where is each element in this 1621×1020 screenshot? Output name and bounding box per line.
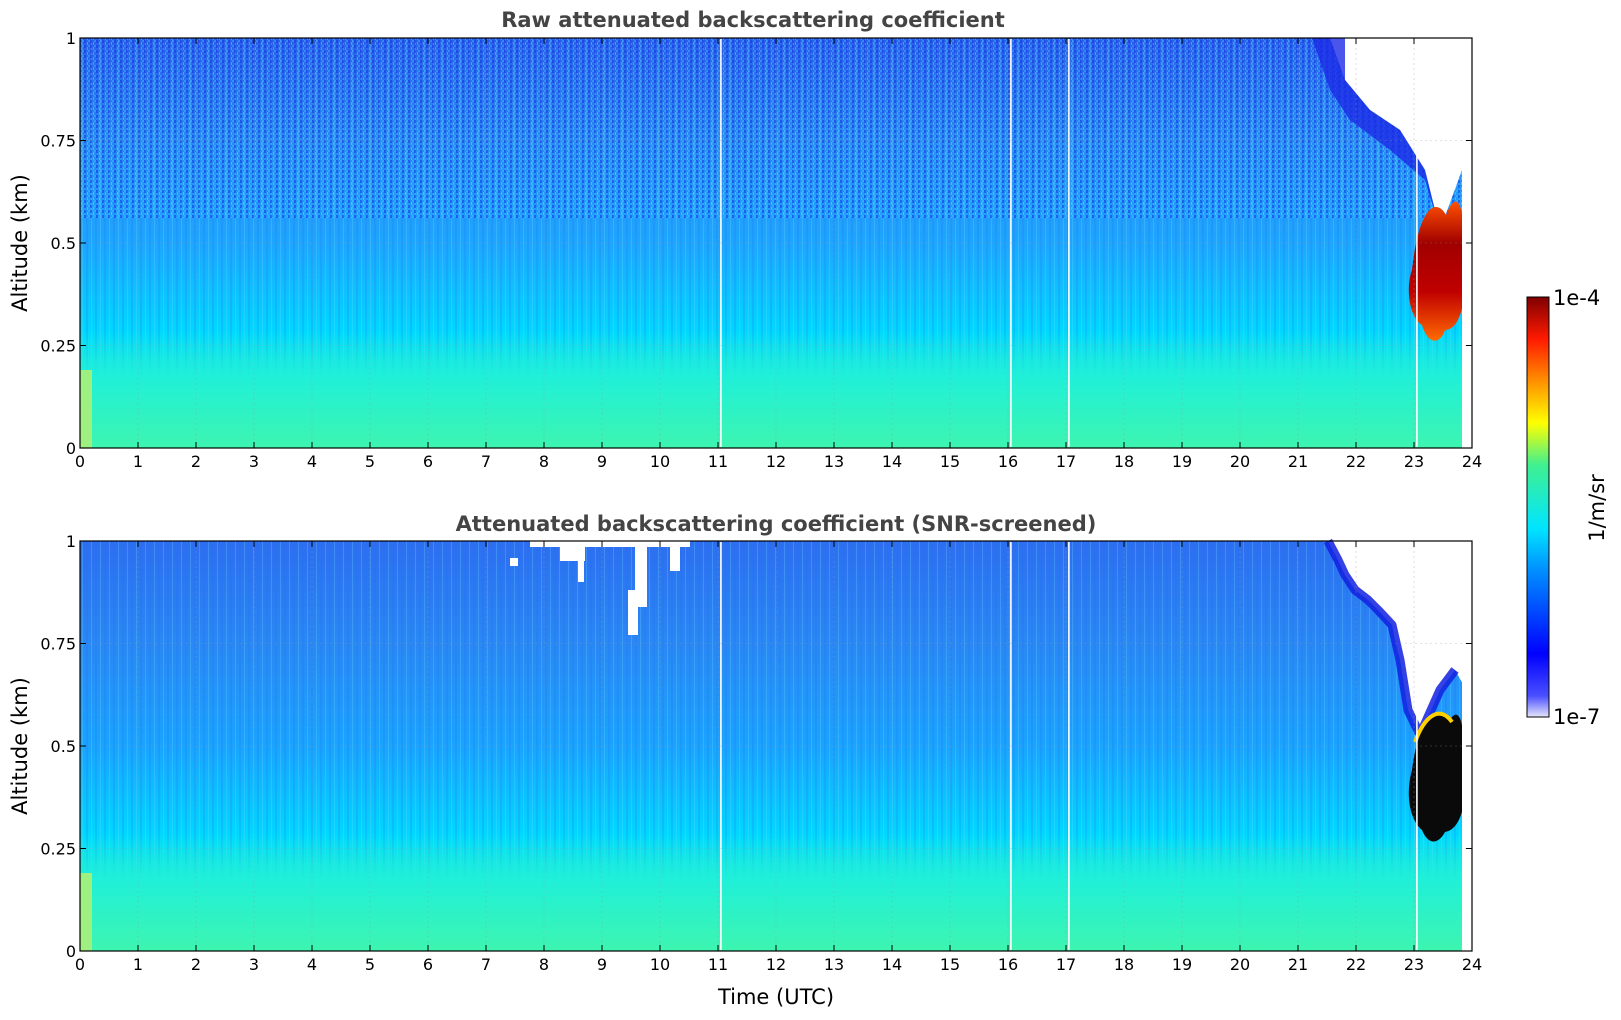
- heatmap-raw-surface-edge: [80, 370, 92, 448]
- x-tick-label-screened-18: 18: [1114, 955, 1134, 974]
- x-tick-label-raw-10: 10: [650, 452, 670, 471]
- x-tick-label-raw-22: 22: [1346, 452, 1366, 471]
- x-tick-label-screened-20: 20: [1230, 955, 1250, 974]
- x-tick-label-raw-16: 16: [998, 452, 1018, 471]
- x-tick-label-raw-19: 19: [1172, 452, 1192, 471]
- x-tick-label-screened-15: 15: [940, 955, 960, 974]
- x-tick-label-raw-3: 3: [249, 452, 259, 471]
- x-tick-label-raw-8: 8: [539, 452, 549, 471]
- x-tick-label-raw-13: 13: [824, 452, 844, 471]
- colorbar-max-label: 1e-4: [1553, 286, 1600, 310]
- x-tick-label-screened-22: 22: [1346, 955, 1366, 974]
- x-tick-label-raw-17: 17: [1056, 452, 1076, 471]
- x-tick-label-screened-0: 0: [75, 955, 85, 974]
- gridlines-raw: [80, 38, 1472, 448]
- y-tick-label-screened-0: 0: [66, 942, 76, 961]
- heatmap-screened-surface-edge: [80, 873, 92, 951]
- x-tick-label-raw-6: 6: [423, 452, 433, 471]
- heatmap-raw-noise-edge: [1312, 38, 1440, 230]
- x-tick-label-raw-15: 15: [940, 452, 960, 471]
- x-tick-label-raw-1: 1: [133, 452, 143, 471]
- y-axis-label-raw: Altitude (km): [8, 174, 32, 312]
- x-tick-label-raw-0: 0: [75, 452, 85, 471]
- x-tick-label-screened-4: 4: [307, 955, 317, 974]
- x-tick-label-raw-7: 7: [481, 452, 491, 471]
- x-tick-label-raw-18: 18: [1114, 452, 1134, 471]
- panel-screened-title: Attenuated backscattering coefficient (S…: [456, 512, 1097, 536]
- x-tick-label-screened-14: 14: [882, 955, 902, 974]
- x-tick-label-raw-5: 5: [365, 452, 375, 471]
- y-tick-label-screened-3: 0.75: [40, 635, 76, 654]
- x-tick-label-screened-8: 8: [539, 955, 549, 974]
- heatmap-raw-no-signal: [1330, 38, 1462, 230]
- y-tick-label-screened-2: 0.5: [51, 737, 76, 756]
- panel-raw: Raw attenuated backscattering coefficien…: [8, 8, 1482, 471]
- x-tick-label-raw-24: 24: [1462, 452, 1482, 471]
- y-tick-label-raw-1: 0.25: [40, 337, 76, 356]
- y-tick-label-screened-4: 1: [66, 532, 76, 551]
- x-tick-label-screened-21: 21: [1288, 955, 1308, 974]
- x-axis-label: Time (UTC): [717, 985, 834, 1009]
- y-tick-label-raw-4: 1: [66, 29, 76, 48]
- y-tick-label-raw-3: 0.75: [40, 132, 76, 151]
- gridlines-screened: [80, 541, 1472, 951]
- x-tick-label-screened-24: 24: [1462, 955, 1482, 974]
- x-tick-label-screened-16: 16: [998, 955, 1018, 974]
- x-ticks-raw: 0 1 2 3 4 5 6 7 8 9 10 11 12 13 14 15 16 17 18 19 20 21 22 23 24: [75, 38, 1482, 471]
- x-tick-label-screened-12: 12: [766, 955, 786, 974]
- x-tick-label-screened-5: 5: [365, 955, 375, 974]
- x-tick-label-raw-11: 11: [708, 452, 728, 471]
- panel-raw-title: Raw attenuated backscattering coefficien…: [501, 8, 1005, 32]
- x-tick-label-screened-19: 19: [1172, 955, 1192, 974]
- x-tick-label-raw-2: 2: [191, 452, 201, 471]
- x-tick-label-screened-23: 23: [1404, 955, 1424, 974]
- colorbar-min-label: 1e-7: [1553, 705, 1600, 729]
- x-tick-label-screened-9: 9: [597, 955, 607, 974]
- x-tick-label-screened-1: 1: [133, 955, 143, 974]
- heatmap-screened-screened-out-mid: [510, 541, 690, 635]
- y-ticks-raw: 0 0.25 0.5 0.75 1: [40, 29, 1472, 458]
- colorbar-gradient: [1526, 296, 1550, 718]
- colorbar-unit-label: 1/m/sr: [1585, 474, 1609, 542]
- x-tick-label-screened-2: 2: [191, 955, 201, 974]
- y-tick-label-raw-0: 0: [66, 439, 76, 458]
- x-tick-label-raw-20: 20: [1230, 452, 1250, 471]
- x-tick-label-screened-3: 3: [249, 955, 259, 974]
- x-tick-label-raw-4: 4: [307, 452, 317, 471]
- x-tick-label-screened-7: 7: [481, 955, 491, 974]
- y-tick-label-screened-1: 0.25: [40, 840, 76, 859]
- panel-screened: Attenuated backscattering coefficient (S…: [8, 512, 1482, 1009]
- x-tick-label-raw-12: 12: [766, 452, 786, 471]
- heatmap-screened-screened-out-right: [1328, 541, 1472, 735]
- x-tick-label-screened-11: 11: [708, 955, 728, 974]
- colorbar: 1e-4 1e-7 1/m/sr: [1526, 286, 1609, 729]
- x-tick-label-raw-23: 23: [1404, 452, 1424, 471]
- x-tick-label-screened-13: 13: [824, 955, 844, 974]
- x-tick-label-raw-21: 21: [1288, 452, 1308, 471]
- x-tick-label-raw-14: 14: [882, 452, 902, 471]
- y-axis-label-screened: Altitude (km): [8, 677, 32, 815]
- x-tick-label-screened-10: 10: [650, 955, 670, 974]
- heatmap-screened-cloud-rim: [1413, 711, 1454, 743]
- x-ticks-screened: 0 1 2 3 4 5 6 7 8 9 10 11 12 13 14 15 16 17 18 19 20 21 22 23 24: [75, 541, 1482, 974]
- x-tick-label-screened-6: 6: [423, 955, 433, 974]
- x-tick-label-raw-9: 9: [597, 452, 607, 471]
- y-tick-label-raw-2: 0.5: [51, 234, 76, 253]
- heatmap-screened-cloud-saturated: [1408, 712, 1465, 842]
- heatmap-raw-cloud: [1408, 201, 1466, 341]
- x-tick-label-screened-17: 17: [1056, 955, 1076, 974]
- y-ticks-screened: 0 0.25 0.5 0.75 1: [40, 532, 1472, 961]
